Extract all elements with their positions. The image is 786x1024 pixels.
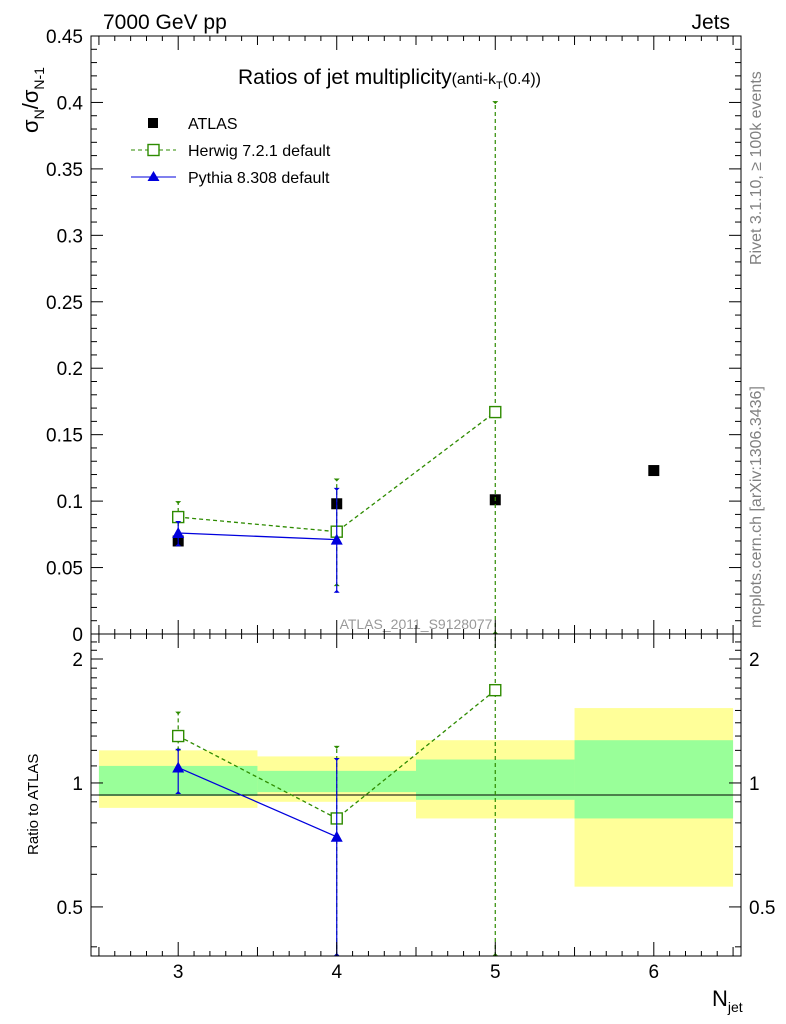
data-point — [489, 405, 502, 419]
error-cap-top — [175, 501, 182, 505]
chart-title-sub: T — [496, 80, 503, 92]
y-tick-label: 0.1 — [57, 492, 83, 513]
y-tick-label: 0.2 — [57, 359, 83, 380]
error-cap-top — [333, 757, 340, 761]
xlabel-main: N — [712, 986, 728, 1011]
error-cap-bottom — [175, 791, 182, 795]
error-cap-top — [333, 745, 340, 749]
data-point — [172, 527, 185, 539]
error-cap-top — [333, 478, 340, 482]
chart-title: Ratios of jet multiplicity(anti-kT(0.4)) — [238, 66, 541, 92]
data-point — [171, 510, 185, 524]
error-cap-top — [492, 101, 499, 105]
ratio-y-tick-label-right: 2 — [749, 650, 760, 671]
y-tick-label: 0.05 — [46, 559, 83, 580]
error-cap-top — [175, 748, 182, 752]
chart-title-main: Ratios of jet multiplicity — [238, 66, 452, 89]
data-point — [171, 729, 185, 743]
legend-herwig-label: Herwig 7.2.1 default — [188, 143, 331, 160]
error-cap-top — [175, 521, 182, 525]
y-axis-label: σN/σN-1 — [18, 67, 47, 133]
ylabel-sub2: N-1 — [31, 67, 47, 90]
ratio-y-label: Ratio to ATLAS — [25, 754, 42, 855]
legend-pythia-label: Pythia 8.308 default — [188, 170, 330, 187]
uncertainty-band-inner — [574, 740, 734, 819]
ratio-panel: 3 4 5 6 0.5 0.5 1 1 2 2 Ratio to ATLAS Njet — [25, 633, 775, 1015]
series-line-1 — [177, 766, 337, 838]
ylabel-sub1: N — [31, 109, 47, 119]
series-line-2 — [178, 532, 337, 541]
x-tick-label: 6 — [649, 962, 660, 983]
y-tick-label: 0.15 — [46, 426, 83, 447]
error-cap-bottom — [175, 543, 182, 547]
ratio-y-tick-label-right: 1 — [749, 774, 760, 795]
legend-herwig-marker — [147, 143, 160, 157]
header-right: Jets — [691, 11, 730, 34]
xlabel-sub: jet — [727, 999, 743, 1015]
x-tick-label: 3 — [173, 962, 184, 983]
mcplots-label: mcplots.cern.ch [arXiv:1306.3436] — [748, 386, 765, 628]
legend-atlas-label: ATLAS — [188, 116, 238, 133]
data-point — [172, 761, 185, 773]
ratio-y-tick-label: 1 — [72, 774, 83, 795]
data-point — [648, 465, 660, 477]
data-point — [330, 533, 343, 545]
x-axis-label: Njet — [712, 986, 743, 1015]
y-tick-label: 0.4 — [57, 93, 84, 114]
x-tick-label: 4 — [331, 962, 342, 983]
ratio-y-tick-label: 0.5 — [57, 898, 83, 919]
chart-title-tail: (0.4)) — [503, 71, 541, 88]
legend-pythia-marker — [147, 171, 160, 181]
y-tick-label: 0.45 — [46, 27, 83, 48]
ratio-y-tick-label: 2 — [72, 650, 83, 671]
legend-atlas-marker — [148, 118, 158, 128]
data-point — [489, 683, 502, 697]
error-cap-bottom — [333, 589, 340, 593]
ratio-y-tick-label-right: 0.5 — [749, 898, 775, 919]
y-tick-label: 0 — [72, 625, 83, 646]
data-point — [330, 830, 343, 842]
y-tick-label: 0.3 — [57, 226, 83, 247]
ylabel-sigma: σ — [18, 119, 43, 133]
rivet-label: Rivet 3.1.10, ≥ 100k events — [748, 71, 765, 265]
error-cap-top — [175, 711, 182, 715]
ylabel-slash: /σ — [18, 89, 43, 109]
y-tick-label: 0.35 — [46, 160, 83, 181]
legend: ATLAS Herwig 7.2.1 default Pythia 8.308 … — [131, 116, 331, 187]
x-tick-label: 5 — [490, 962, 501, 983]
y-tick-label: 0.25 — [46, 293, 83, 314]
error-cap-top — [333, 487, 340, 491]
header-left: 7000 GeV pp — [103, 11, 227, 34]
chart-title-suffix: (anti-k — [452, 71, 497, 88]
watermark: ATLAS_2011_S9128077 — [340, 616, 493, 632]
main-panel: ATLAS_2011_S9128077 0 0.05 0.1 0.15 0.2 0.25 0… — [18, 27, 742, 646]
